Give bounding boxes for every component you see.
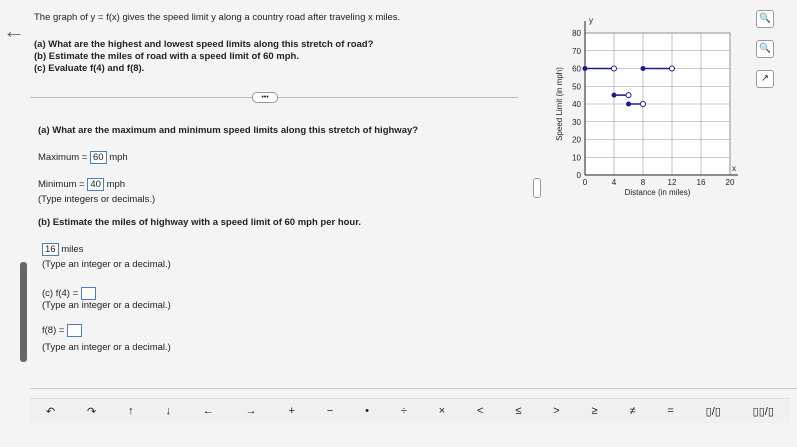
question: (a) What are the highest and lowest spee… <box>34 39 374 50</box>
toolbar-button[interactable]: ↑ <box>128 405 134 417</box>
y-tick-label: 40 <box>572 100 581 109</box>
divider <box>30 388 797 389</box>
part-a: (a) What are the maximum and minimum spe… <box>38 125 419 136</box>
unit: miles <box>61 244 84 256</box>
part-b: (b) Estimate the miles of highway with a… <box>38 217 362 228</box>
y-tick-label: 30 <box>572 118 581 127</box>
toolbar-button[interactable]: ↓ <box>165 405 171 417</box>
toolbar-button[interactable]: → <box>245 405 257 417</box>
scrollbar[interactable] <box>20 262 27 362</box>
y-tick-label: 60 <box>572 65 581 74</box>
answer-box[interactable]: 40 <box>87 178 104 191</box>
x-tick-label: 4 <box>612 178 617 187</box>
y-tick-label: 10 <box>572 153 581 162</box>
x-tick-label: 12 <box>668 178 677 187</box>
toolbar-button[interactable]: = <box>667 405 674 417</box>
label: Maximum = <box>38 152 88 164</box>
closed-dot <box>640 66 646 71</box>
zoom-in[interactable]: 🔍 <box>756 10 774 28</box>
open-dot <box>611 65 617 72</box>
x-letter: x <box>732 164 736 173</box>
back-arrow[interactable]: ← <box>3 18 25 43</box>
zoom-out[interactable]: 🔍 <box>756 40 774 58</box>
label: f(8) = <box>42 325 65 337</box>
answer-box[interactable] <box>67 324 83 337</box>
answer-row: 16 miles <box>42 243 83 256</box>
note: (Type an integer or a decimal.) <box>42 342 171 353</box>
y-tick-label: 70 <box>572 47 581 56</box>
y-tick-label: 0 <box>577 171 582 180</box>
open-dot <box>640 101 646 107</box>
y-letter: y <box>589 16 593 25</box>
toolbar-button[interactable]: ↷ <box>87 405 97 418</box>
toolbar-button[interactable]: < <box>477 405 484 417</box>
label: Minimum = <box>38 179 85 191</box>
resize-handle[interactable] <box>533 178 541 198</box>
toolbar-button[interactable]: ÷ <box>400 405 407 417</box>
toolbar-button[interactable]: • <box>365 405 369 417</box>
toolbar-button[interactable]: × <box>438 405 446 417</box>
x-tick-label: 16 <box>697 178 706 187</box>
note: (Type an integer or a decimal.) <box>42 300 171 311</box>
more-button[interactable]: ••• <box>252 92 278 103</box>
toolbar-button[interactable]: ≥ <box>591 405 598 417</box>
y-tick-label: 80 <box>572 29 581 38</box>
toolbar-button[interactable]: ▯▯/▯ <box>752 405 774 418</box>
x-axis-label: Distance (in miles) <box>625 188 691 197</box>
x-tick-label: 0 <box>583 178 588 187</box>
graph: 0 4 8 12 16 20 0 10 20 30 40 50 60 70 80 y x Distance (in… <box>555 16 738 197</box>
closed-dot <box>626 101 631 107</box>
toolbar: ↶ ↷ ↑ ↓ ← → + − • ÷ × < ≤ > ≥ ≠ = ▯/▯ ▯▯/▯ <box>30 398 790 423</box>
note: (Type integers or decimals.) <box>38 194 156 205</box>
answer-row: Minimum = 40 mph <box>38 178 125 191</box>
toolbar-button[interactable]: ↶ <box>45 405 56 418</box>
toolbar-button[interactable]: > <box>553 405 560 417</box>
open-dot <box>669 65 675 72</box>
open-dot <box>625 92 632 99</box>
toolbar-button[interactable]: ← <box>202 405 214 417</box>
y-axis-label: Speed Limit (in mph) <box>555 67 564 141</box>
answer-box[interactable]: 60 <box>90 151 107 164</box>
y-tick-label: 20 <box>572 136 581 145</box>
y-tick-label: 50 <box>572 82 581 91</box>
x-tick-label: 8 <box>641 178 646 187</box>
toolbar-button[interactable]: − <box>326 405 334 417</box>
unit: mph <box>106 179 126 191</box>
open-graph[interactable]: ↗ <box>756 70 774 88</box>
prompt: The graph of y = f(x) gives the speed li… <box>34 12 401 23</box>
answer-box[interactable] <box>80 287 96 300</box>
toolbar-button[interactable]: ≤ <box>515 405 522 417</box>
question: (c) Evaluate f(4) and f(8). <box>34 63 145 74</box>
toolbar-button[interactable]: + <box>288 405 295 417</box>
closed-dot <box>611 92 617 98</box>
toolbar-button[interactable]: ▯/▯ <box>705 405 721 418</box>
label: (c) f(4) = <box>42 288 79 300</box>
closed-dot <box>582 66 588 71</box>
note: (Type an integer or a decimal.) <box>42 259 171 270</box>
unit: mph <box>109 152 128 164</box>
answer-box[interactable]: 16 <box>42 243 59 256</box>
answer-row: (c) f(4) = <box>42 287 96 300</box>
x-tick-label: 20 <box>726 178 735 187</box>
question: (b) Estimate the miles of road with a sp… <box>34 51 299 62</box>
answer-row: f(8) = <box>42 324 83 337</box>
answer-row: Maximum = 60 mph <box>38 151 128 164</box>
toolbar-button[interactable]: ≠ <box>629 405 636 417</box>
